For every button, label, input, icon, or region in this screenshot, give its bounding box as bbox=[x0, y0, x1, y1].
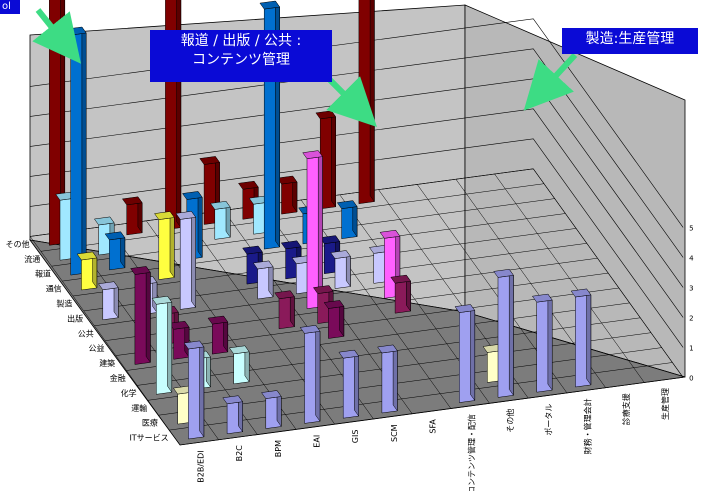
x-tick-label: ポータル bbox=[545, 404, 554, 436]
bar-財務・管理会計-ITサービス bbox=[570, 288, 592, 388]
depth-tick-label: 運輸 bbox=[131, 403, 147, 413]
depth-tick-label: 金融 bbox=[110, 373, 126, 383]
bar-コンテンツ管理・配信-その他 bbox=[315, 110, 337, 210]
callout-content-management: 報道 / 出版 / 公共 : コンテンツ管理 bbox=[150, 30, 332, 82]
depth-tick-label: 公益 bbox=[89, 343, 105, 353]
depth-tick-label: 出版 bbox=[67, 313, 83, 323]
bar-コンテンツ管理・配信-公益 bbox=[390, 274, 412, 314]
x-tick-label: B2C bbox=[235, 445, 244, 462]
bar-BPM-化学 bbox=[228, 345, 250, 385]
x-tick-label: 生産管理 bbox=[660, 388, 670, 420]
z-tick-label: 2 bbox=[689, 314, 693, 322]
depth-tick-label: その他 bbox=[6, 239, 30, 249]
bar-B2B/EDI-出版 bbox=[98, 280, 119, 321]
bar-B2C-ITサービス bbox=[222, 394, 244, 435]
bar-コンテンツ管理・配信-報道 bbox=[336, 199, 358, 239]
z-tick-label: 5 bbox=[689, 224, 693, 232]
z-tick-label: 1 bbox=[689, 344, 693, 352]
bar-SCM-公共 bbox=[302, 149, 323, 309]
x-tick-label: GIS bbox=[351, 430, 360, 444]
bar-BPM-建築 bbox=[207, 315, 229, 355]
x-tick-label: その他 bbox=[505, 409, 515, 433]
x-tick-label: SCM bbox=[390, 424, 399, 442]
x-tick-label: 財務・管理会計 bbox=[582, 398, 592, 454]
bar-B2C-建築 bbox=[168, 320, 190, 360]
arrow-seizo bbox=[523, 52, 578, 111]
bar-B2B/EDI-化学 bbox=[151, 295, 173, 395]
callout-left-text: ol bbox=[2, 1, 11, 12]
bar-GIS-ITサービス bbox=[338, 349, 360, 419]
bar-B2B/EDI-報道 bbox=[65, 26, 87, 276]
bar-コンテンツ管理・配信-ITサービス bbox=[454, 303, 476, 403]
depth-tick-label: ITサービス bbox=[129, 434, 168, 443]
depth-tick-label: 通信 bbox=[46, 284, 62, 294]
bar-BPM-出版 bbox=[175, 210, 197, 310]
bar-SFA-出版 bbox=[330, 249, 351, 289]
x-tick-label: 診療支援 bbox=[621, 393, 631, 425]
bar-ポータル-ITサービス bbox=[531, 293, 553, 393]
bar-BPM-ITサービス bbox=[261, 389, 282, 429]
z-tick-label: 4 bbox=[689, 254, 694, 262]
bar-SCM-ITサービス bbox=[377, 344, 398, 414]
x-tick-label: EAI bbox=[313, 435, 322, 448]
bar-BPM-その他 bbox=[121, 196, 143, 236]
arrow-content bbox=[326, 76, 377, 127]
bar-GIS-公益 bbox=[274, 289, 295, 330]
x-tick-label: BPM bbox=[274, 440, 283, 457]
depth-tick-label: 公共 bbox=[78, 329, 94, 338]
bar-BPM-通信 bbox=[154, 210, 175, 280]
bar-その他-ITサービス bbox=[493, 268, 514, 398]
callout-left: ol bbox=[0, 0, 20, 14]
x-tick-label: B2B/EDI bbox=[196, 450, 205, 482]
bar-EAI-ITサービス bbox=[299, 324, 321, 424]
callout-seizo-text: 製造:生産管理 bbox=[585, 31, 675, 47]
bar-B2B/EDI-建築 bbox=[130, 265, 151, 365]
depth-tick-label: 化学 bbox=[121, 388, 137, 398]
depth-tick-label: 流通 bbox=[24, 254, 40, 264]
z-tick-label: 0 bbox=[689, 374, 693, 382]
bar-SCM-建築 bbox=[323, 299, 345, 339]
depth-tick-label: 製造 bbox=[56, 298, 72, 308]
bar-B2B/EDI-通信 bbox=[76, 251, 98, 291]
arrow-left bbox=[32, 8, 81, 64]
bar-SFA-その他 bbox=[276, 175, 298, 215]
depth-tick-label: 医療 bbox=[142, 418, 158, 428]
bar-GIS-流通 bbox=[210, 200, 231, 240]
x-axis-tick-labels: B2B/EDI B2C BPM EAI GIS SCM SFA コンテンツ管理・配信 その他 ポー… bbox=[196, 388, 670, 491]
callout-content-line1: 報道 / 出版 / 公共 : bbox=[180, 33, 302, 49]
bar-B2C-報道 bbox=[104, 231, 126, 271]
x-tick-label: コンテンツ管理・配信 bbox=[466, 414, 476, 491]
value-axis-tick-labels: 0 1 2 3 4 5 bbox=[689, 224, 694, 382]
x-tick-label: SFA bbox=[429, 419, 438, 434]
bar-series bbox=[49, 0, 592, 440]
callout-seizo-kanri: 製造:生産管理 bbox=[562, 28, 698, 54]
depth-tick-label: 建築 bbox=[99, 358, 115, 368]
z-tick-label: 3 bbox=[689, 284, 693, 292]
bar-GIS-出版 bbox=[252, 260, 274, 300]
depth-tick-label: 報道 bbox=[35, 269, 51, 279]
bar-B2B/EDI-ITサービス bbox=[183, 340, 205, 440]
callout-content-line2: コンテンツ管理 bbox=[192, 52, 290, 68]
